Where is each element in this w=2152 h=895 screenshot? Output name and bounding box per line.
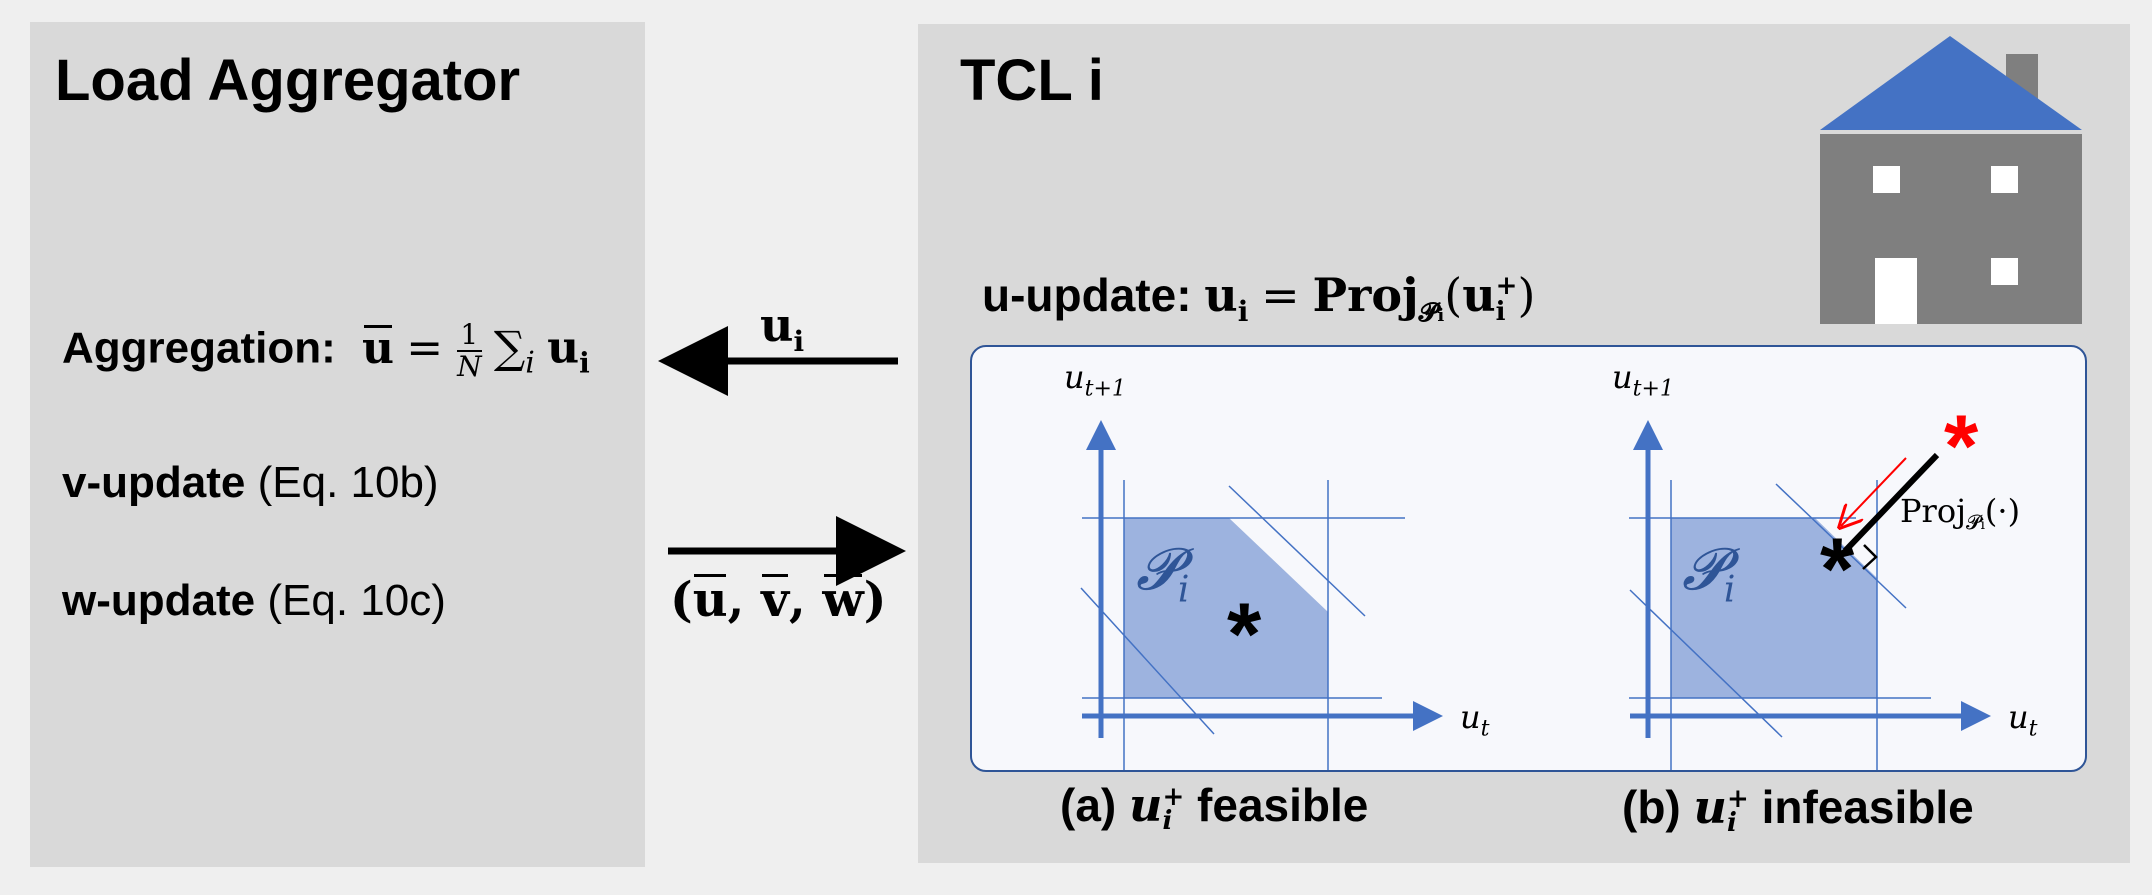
caption-a-sub: i [1162, 806, 1173, 836]
w-bar: w [822, 572, 864, 628]
proj-operator: Proj [1312, 268, 1419, 322]
plot-a-feasible-set [1124, 518, 1328, 698]
plot-b-y-base: u [1612, 358, 1633, 396]
plot-a-x-label: ut [1460, 698, 1489, 741]
u-update-lhs-sub: i [1237, 295, 1249, 329]
u-update-eq: = [1261, 268, 1300, 322]
plot-a-y-label: ut+1 [1064, 358, 1126, 401]
paren-open: ( [670, 572, 693, 628]
caption-b-text: infeasible [1761, 781, 1974, 833]
aggregation-label: Aggregation: [62, 323, 336, 373]
plot-b-feasible-set [1671, 518, 1877, 698]
plot-b-proj-text: Proj [1900, 492, 1967, 530]
right-angle-mark [1862, 544, 1878, 570]
plot-b-proj-label: Proj𝓟i(·) [1900, 492, 2020, 534]
plot-b-set-symbol: 𝓟 [1682, 535, 1724, 603]
v-update-step: v-update (Eq. 10b) [62, 458, 439, 508]
fraction-numerator: 1 [457, 320, 482, 352]
caption-b-sub: i [1726, 808, 1737, 838]
plot-b-infeasible-marker: * [1944, 396, 1979, 495]
plot-a-set-label: 𝓟i [1136, 535, 1189, 611]
v-update-label: v-update [62, 458, 246, 507]
plot-b-proj-set: 𝓟 [1966, 510, 1981, 535]
plot-b-x-base: u [2008, 698, 2029, 736]
w-update-ref: (Eq. 10c) [267, 576, 446, 625]
tcl-title: TCL i [960, 48, 1104, 113]
proj-arg-sup: + [1495, 270, 1518, 301]
caption-b-sup: + [1726, 784, 1749, 814]
arrow-up-sub: i [793, 325, 805, 359]
plot-a [1080, 420, 1443, 770]
plot-b-proj-set-sub: i [1980, 517, 1985, 534]
arrow-up-symbol: u [760, 298, 794, 352]
v-bar: v [761, 572, 789, 628]
u-update-label: u-update: [982, 269, 1192, 321]
proj-arg: u [1462, 268, 1496, 322]
plot-b-y-sub: t+1 [1632, 376, 1674, 402]
paren-close: ) [863, 572, 887, 628]
plot-a-x-sub: t [1480, 716, 1490, 742]
sep-2: , [788, 572, 806, 628]
plot-b-projected-marker: * [1820, 519, 1855, 618]
sum-index: i [525, 345, 535, 381]
plot-a-y-sub: t+1 [1084, 376, 1126, 402]
house-icon [1820, 36, 2082, 324]
plot-a-set-symbol: 𝓟 [1136, 535, 1178, 603]
arrow-down-label: (u, v, w) [670, 572, 886, 628]
aggregation-term-sub: i [579, 346, 590, 380]
aggregation-term: u [547, 322, 580, 374]
caption-a: (a) u + i feasible [1060, 778, 1369, 836]
caption-b: (b) u + i infeasible [1622, 780, 1974, 838]
plot-a-x-base: u [1460, 698, 1481, 736]
u-update-step: u-update: ui = Proj𝓟i(u + i) [982, 268, 1536, 329]
caption-a-var: u [1129, 778, 1163, 832]
plot-b-x-label: ut [2008, 698, 2037, 741]
caption-b-tag: (b) [1622, 781, 1681, 833]
plot-a-point-marker: * [1227, 584, 1262, 683]
plot-b-x-sub: t [2028, 716, 2038, 742]
arrow-up-label: ui [760, 298, 804, 358]
w-update-label: w-update [62, 576, 256, 625]
load-aggregator-title: Load Aggregator [55, 48, 521, 113]
caption-b-var: u [1693, 780, 1727, 834]
caption-a-tag: (a) [1060, 779, 1117, 831]
plot-b [1629, 420, 1991, 770]
projection-line [1842, 452, 1940, 554]
proj-arg-sub: i [1495, 296, 1506, 327]
plot-b-proj-arg: (·) [1984, 492, 2021, 530]
proj-operator-set-sub: i [1437, 305, 1445, 327]
u-bar-symbol: u [362, 322, 394, 374]
u-bar: u [692, 572, 728, 628]
plot-b-set-label: 𝓟i [1682, 535, 1735, 611]
aggregation-step: Aggregation: u = 1 N ∑i ui [62, 318, 590, 383]
plot-a-y-base: u [1064, 358, 1085, 396]
load-aggregator-panel [30, 22, 645, 867]
v-update-ref: (Eq. 10b) [257, 458, 439, 507]
projection-arrow [1841, 457, 1907, 526]
caption-a-sup: + [1162, 782, 1185, 812]
plot-a-set-sub: i [1177, 569, 1190, 611]
caption-a-text: feasible [1197, 779, 1369, 831]
sep-1: , [727, 572, 745, 628]
plot-b-set-sub: i [1723, 569, 1736, 611]
proj-operator-set: 𝓟 [1418, 298, 1438, 329]
sum-symbol: ∑ [493, 322, 526, 374]
u-update-lhs: u [1204, 268, 1238, 322]
w-update-step: w-update (Eq. 10c) [62, 576, 446, 626]
fraction-denominator: N [457, 350, 482, 383]
plot-b-y-label: ut+1 [1612, 358, 1674, 401]
